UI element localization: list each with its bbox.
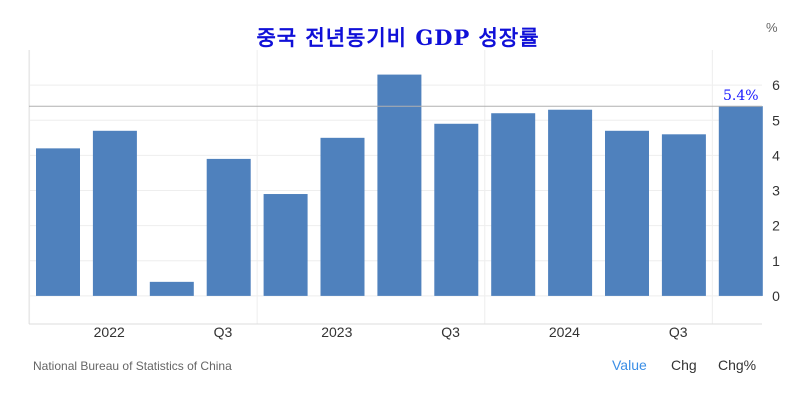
y-tick-label: 0 [772,288,780,304]
bar [149,281,194,296]
tab-chg[interactable]: Chg [671,357,697,373]
bar [320,137,365,296]
bar [434,123,479,296]
bar [377,74,422,296]
x-tick-label: 2024 [549,324,580,340]
tab-value[interactable]: Value [612,357,647,373]
y-tick-label: 3 [772,183,780,199]
bar [605,130,649,296]
x-tick-label: Q3 [669,324,688,340]
bar [548,109,593,296]
unit-label: % [766,20,778,35]
bar [718,106,763,296]
y-tick-label: 6 [772,77,780,93]
x-tick-label: Q3 [441,324,460,340]
x-tick-label: 2023 [321,324,352,340]
y-tick-label: 1 [772,253,780,269]
bar [92,130,137,296]
bar [206,158,251,296]
bar [661,134,706,296]
bar [263,194,308,296]
bar [36,148,80,296]
y-tick-label: 4 [772,147,780,163]
y-tick-label: 2 [772,218,780,234]
view-tabs: Value Chg Chg% [0,357,796,377]
chart-title: 중국 전년동기비 GDP 성장률 [256,25,540,50]
source-label: National Bureau of Statistics of China [33,359,232,373]
bar [491,113,536,296]
tab-chg-percent[interactable]: Chg% [718,357,757,373]
last-value-label: 5.4% [723,88,759,104]
x-tick-label: 2022 [94,324,125,340]
x-tick-label: Q3 [214,324,233,340]
y-tick-label: 5 [772,112,780,128]
